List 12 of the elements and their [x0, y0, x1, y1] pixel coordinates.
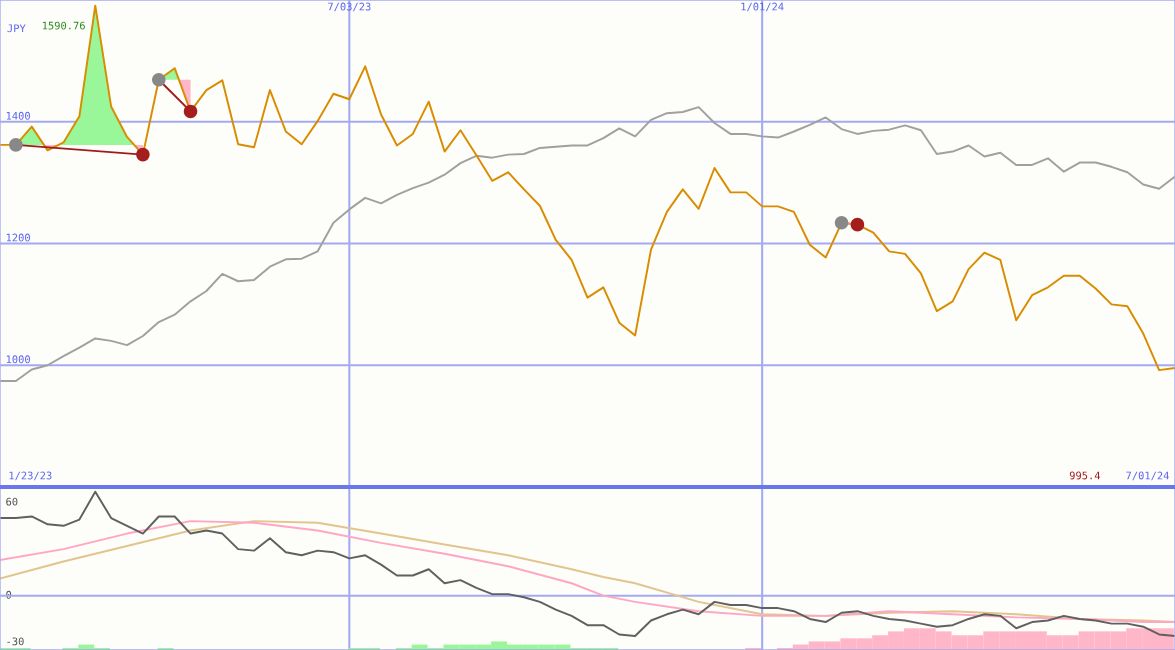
y-tick-label: 1000 — [6, 355, 30, 364]
y-tick-label: 1400 — [6, 111, 30, 120]
y-axis-title: JPY — [7, 24, 26, 33]
annotation: 1/23/23 — [9, 471, 52, 481]
x-tick-label: 7/03/23 — [328, 2, 371, 12]
y-tick-label: 1200 — [6, 233, 30, 242]
annotation: 995.4 — [1069, 471, 1101, 480]
annotation: 7/01/24 — [1126, 471, 1169, 481]
x-tick-label: 1/01/24 — [741, 2, 784, 12]
annotation: 1590.76 — [42, 21, 85, 30]
y-tick-label: -30 — [7, 637, 24, 646]
y-tick-label: 60 — [6, 497, 18, 506]
